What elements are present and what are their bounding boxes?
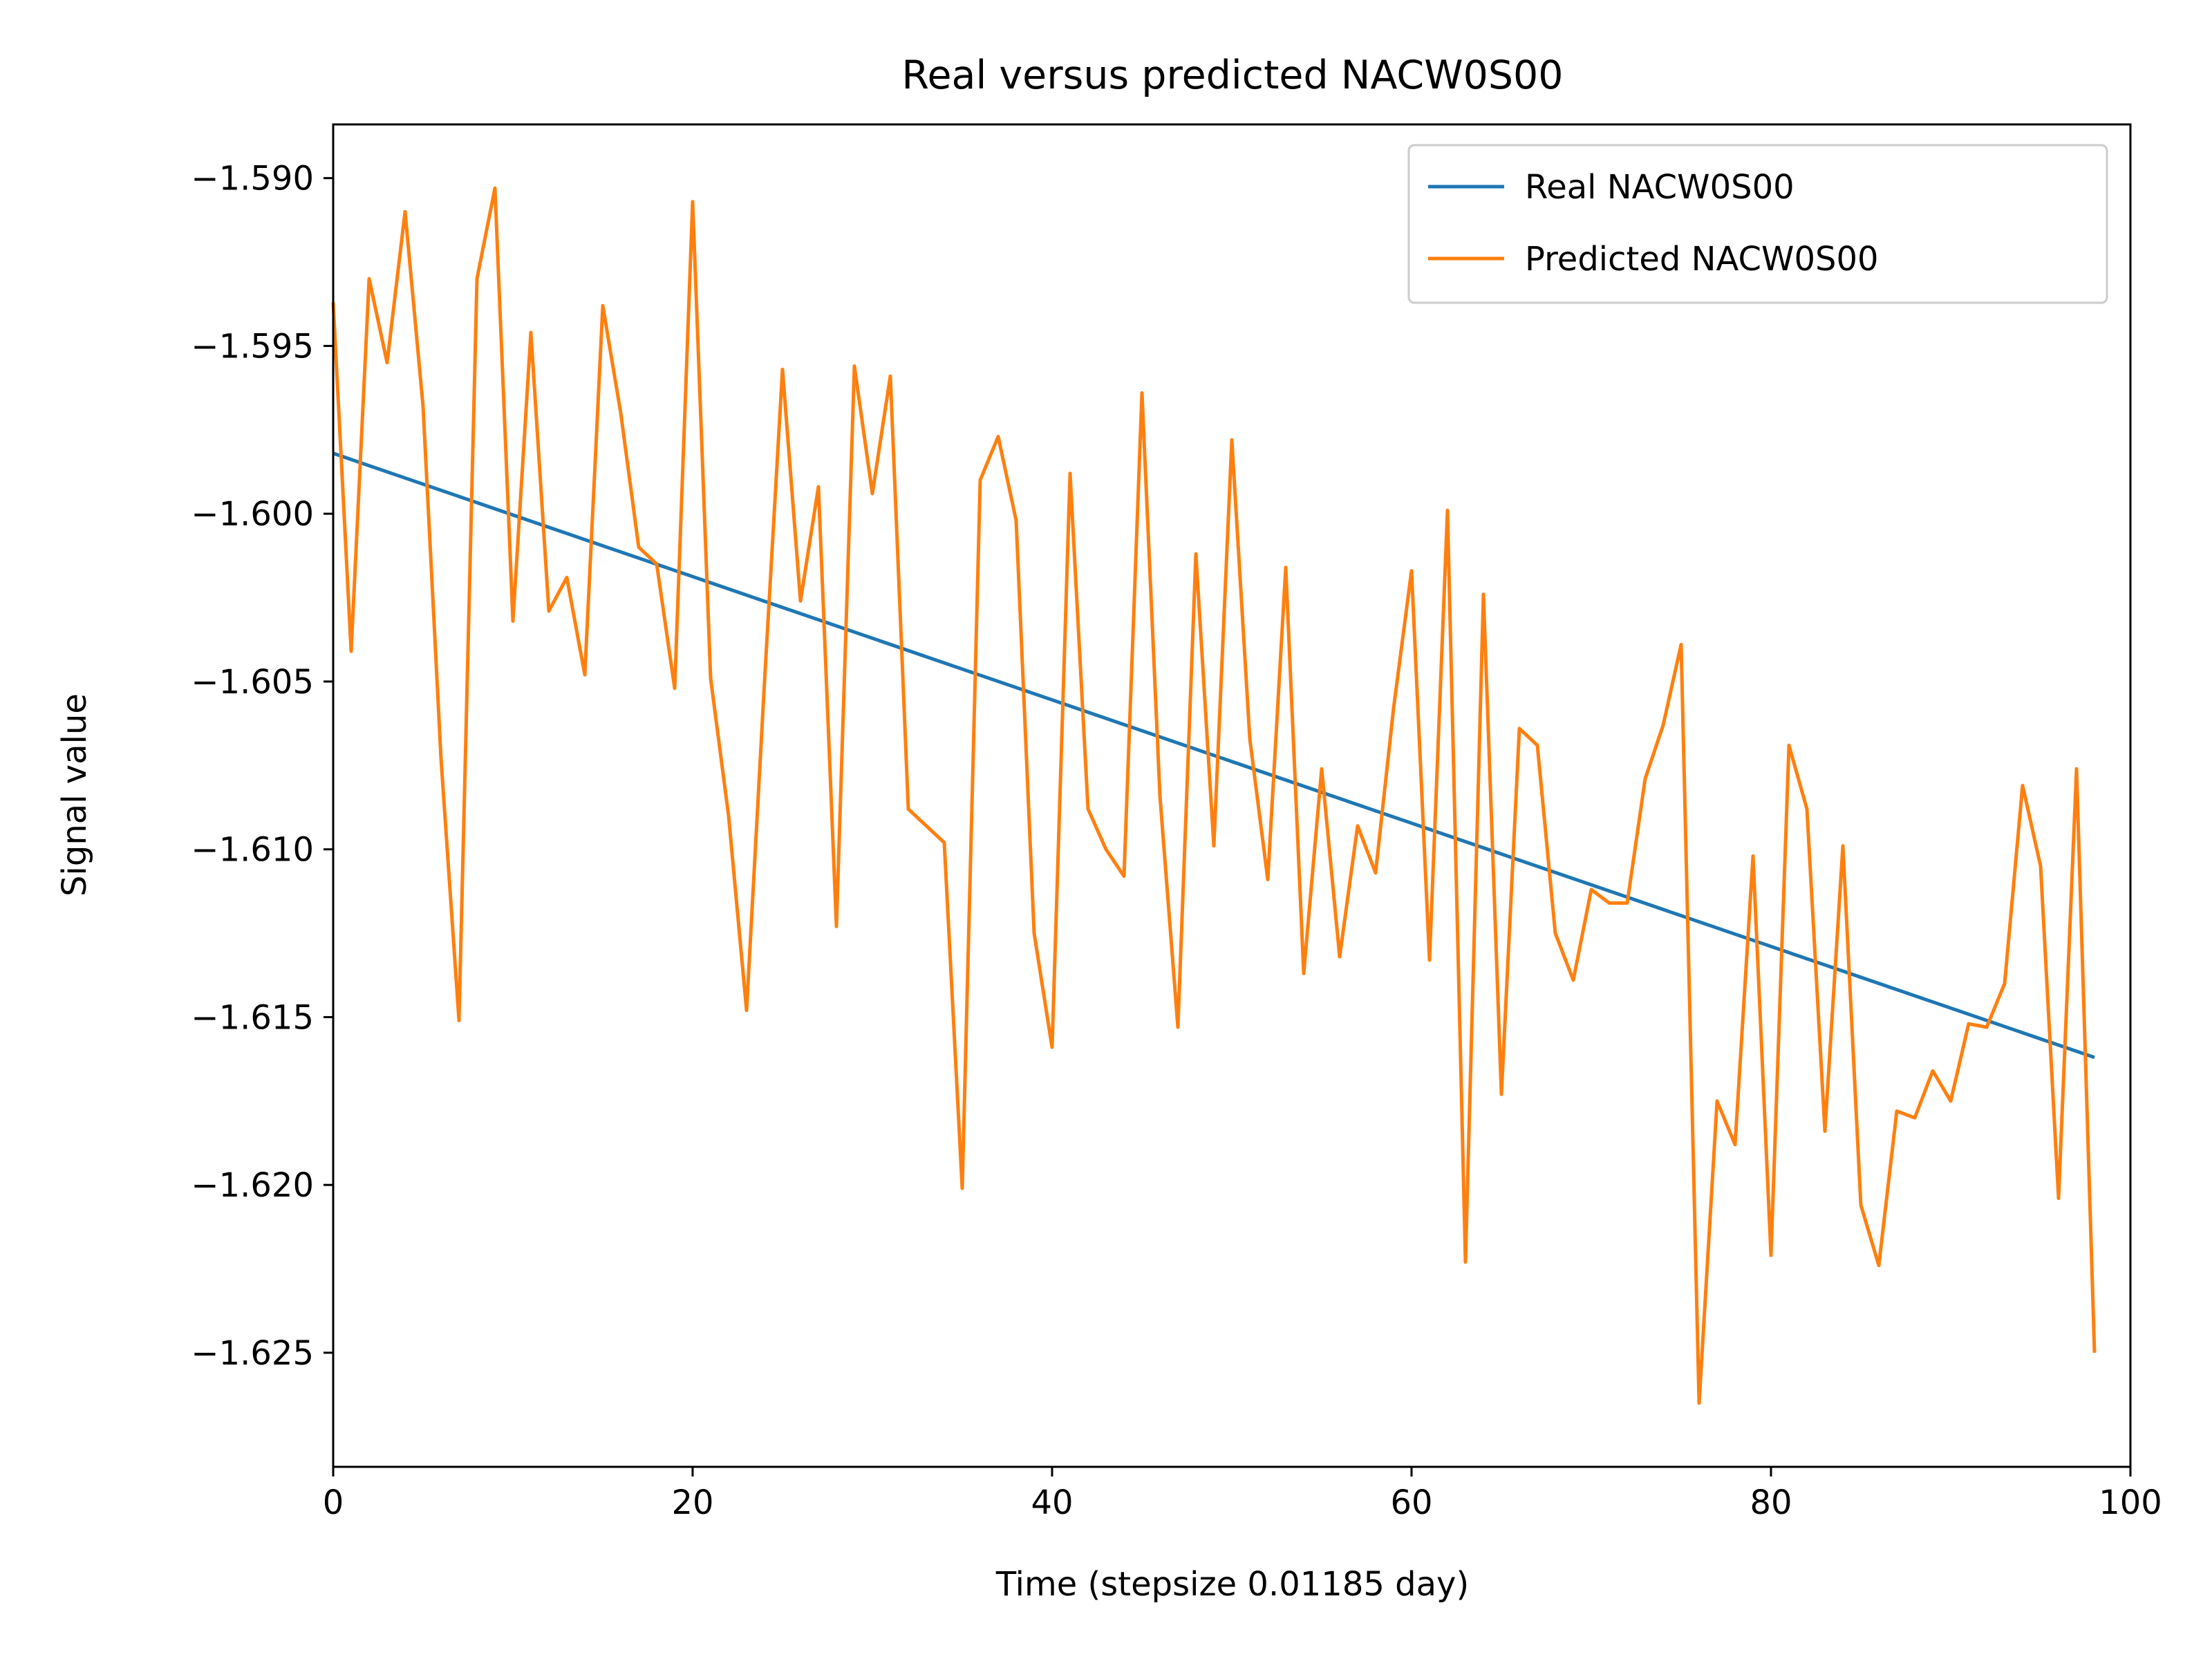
x-tick-label: 60	[1390, 1483, 1432, 1522]
x-axis-label: Time (stepsize 0.01185 day)	[995, 1565, 1469, 1604]
y-tick-label: −1.625	[191, 1334, 314, 1373]
y-tick-label: −1.595	[191, 327, 314, 366]
legend-label: Real NACW0S00	[1525, 168, 1794, 207]
legend-label: Predicted NACW0S00	[1525, 240, 1879, 279]
y-tick-label: −1.600	[191, 495, 314, 534]
plot-lines	[331, 186, 2097, 1405]
chart-title: Real versus predicted NACW0S00	[901, 53, 1563, 98]
y-tick-label: −1.615	[191, 998, 314, 1037]
y-axis-label: Signal value	[55, 693, 94, 897]
x-tick-label: 20	[671, 1483, 713, 1522]
legend-box	[1407, 144, 2108, 304]
y-tick-label: −1.605	[191, 663, 314, 702]
y-tick-label: −1.610	[191, 831, 314, 870]
axis-ticks: 0 20 40 60 80 100 −1.590 −1.595 −1.600 −1.605 −1.6…	[191, 160, 2162, 1522]
x-tick-label: 80	[1750, 1483, 1792, 1522]
y-tick-label: −1.590	[191, 160, 314, 198]
series-line-real	[332, 451, 2095, 1060]
series-line-predicted	[331, 186, 2097, 1405]
x-tick-label: 40	[1031, 1483, 1073, 1522]
y-tick-label: −1.620	[191, 1166, 314, 1205]
x-tick-label: 0	[323, 1483, 344, 1522]
plot-frame	[332, 123, 2132, 1468]
legend: Real NACW0S00 Predicted NACW0S00	[1407, 144, 2108, 304]
x-tick-label: 100	[2099, 1483, 2162, 1522]
